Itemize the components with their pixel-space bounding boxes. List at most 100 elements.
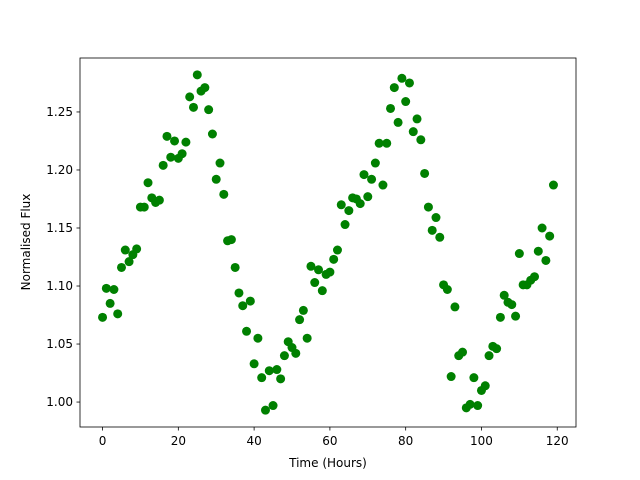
point bbox=[329, 254, 339, 264]
point bbox=[245, 296, 255, 306]
point bbox=[234, 288, 244, 298]
point bbox=[276, 374, 286, 384]
y-tick-label: 1.25 bbox=[46, 105, 73, 119]
point bbox=[310, 278, 320, 288]
point bbox=[393, 117, 403, 127]
y-tick-label: 1.10 bbox=[46, 279, 73, 293]
point bbox=[374, 138, 384, 148]
point bbox=[340, 220, 350, 230]
x-tick-label: 100 bbox=[470, 434, 493, 448]
point bbox=[306, 261, 316, 271]
point bbox=[98, 312, 108, 322]
point bbox=[219, 189, 229, 199]
point bbox=[268, 401, 278, 411]
point bbox=[177, 149, 187, 159]
point bbox=[530, 272, 540, 282]
point bbox=[332, 245, 342, 255]
point bbox=[105, 298, 115, 308]
y-tick-label: 1.05 bbox=[46, 337, 73, 351]
point bbox=[397, 73, 407, 83]
point bbox=[188, 102, 198, 112]
point bbox=[386, 103, 396, 113]
point bbox=[465, 399, 475, 409]
point bbox=[431, 213, 441, 223]
x-tick-label: 120 bbox=[546, 434, 569, 448]
point bbox=[317, 286, 327, 296]
point bbox=[378, 180, 388, 190]
point bbox=[230, 262, 240, 272]
point bbox=[545, 231, 555, 241]
point bbox=[181, 137, 191, 147]
x-tick-label: 20 bbox=[171, 434, 186, 448]
point bbox=[185, 92, 195, 102]
point bbox=[291, 348, 301, 358]
point bbox=[492, 344, 502, 354]
point bbox=[469, 373, 479, 383]
point bbox=[541, 255, 551, 265]
point bbox=[367, 174, 377, 184]
point bbox=[408, 127, 418, 137]
point bbox=[389, 83, 399, 93]
x-tick-label: 40 bbox=[246, 434, 261, 448]
point bbox=[537, 223, 547, 233]
point bbox=[200, 83, 210, 93]
point bbox=[101, 283, 111, 293]
x-axis-label: Time (Hours) bbox=[288, 456, 367, 470]
point bbox=[238, 301, 248, 311]
point bbox=[298, 305, 308, 315]
point bbox=[192, 70, 202, 80]
point bbox=[344, 206, 354, 216]
x-tick-label: 60 bbox=[322, 434, 337, 448]
point bbox=[204, 105, 214, 115]
point bbox=[295, 315, 305, 325]
point bbox=[264, 366, 274, 376]
point bbox=[170, 136, 180, 146]
point bbox=[420, 168, 430, 178]
y-tick-label: 1.15 bbox=[46, 221, 73, 235]
point bbox=[423, 202, 433, 212]
point bbox=[253, 333, 263, 343]
point bbox=[473, 401, 483, 411]
point bbox=[450, 302, 460, 312]
x-tick-label: 0 bbox=[99, 434, 107, 448]
point bbox=[363, 192, 373, 202]
point bbox=[143, 178, 153, 188]
point bbox=[116, 262, 126, 272]
point bbox=[124, 257, 134, 267]
point bbox=[435, 232, 445, 242]
point bbox=[226, 235, 236, 245]
y-tick-label: 1.00 bbox=[46, 395, 73, 409]
point bbox=[113, 309, 123, 319]
y-tick-label: 1.20 bbox=[46, 163, 73, 177]
point bbox=[249, 359, 259, 369]
point bbox=[511, 311, 521, 321]
point bbox=[211, 174, 221, 184]
point bbox=[154, 195, 164, 205]
plot-frame bbox=[79, 57, 577, 428]
point bbox=[548, 180, 558, 190]
point bbox=[507, 300, 517, 310]
point bbox=[404, 78, 414, 88]
point bbox=[336, 200, 346, 210]
point bbox=[458, 347, 468, 357]
point bbox=[412, 114, 422, 124]
point bbox=[359, 170, 369, 180]
y-axis-label: Normalised Flux bbox=[19, 194, 33, 291]
point bbox=[166, 152, 176, 162]
point bbox=[533, 246, 543, 256]
point bbox=[370, 158, 380, 168]
point bbox=[484, 351, 494, 361]
point bbox=[442, 284, 452, 294]
point bbox=[499, 290, 509, 300]
point bbox=[132, 244, 142, 254]
point bbox=[480, 381, 490, 391]
point bbox=[416, 135, 426, 145]
point bbox=[109, 284, 119, 294]
point bbox=[120, 245, 130, 255]
point bbox=[139, 202, 149, 212]
point bbox=[162, 131, 172, 141]
point bbox=[279, 351, 289, 361]
point bbox=[401, 97, 411, 107]
point bbox=[446, 372, 456, 382]
